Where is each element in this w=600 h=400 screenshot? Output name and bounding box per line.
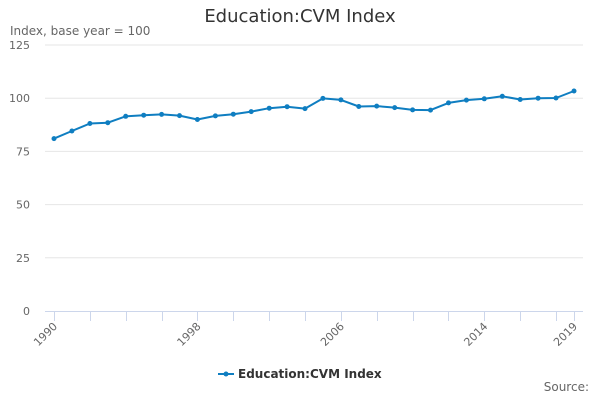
data-point[interactable] xyxy=(338,97,344,103)
data-point[interactable] xyxy=(141,112,147,118)
y-tick-label: 125 xyxy=(9,39,30,52)
source-label: Source: xyxy=(543,380,589,394)
data-point[interactable] xyxy=(177,113,182,119)
data-point[interactable] xyxy=(320,95,326,101)
legend-label: Education:CVM Index xyxy=(238,367,382,381)
data-point[interactable] xyxy=(123,113,129,119)
data-point[interactable] xyxy=(284,104,290,110)
data-point[interactable] xyxy=(499,93,505,99)
x-tick-label: 2014 xyxy=(461,320,490,349)
series-line xyxy=(53,90,575,140)
y-tick-label: 25 xyxy=(16,252,30,265)
data-point[interactable] xyxy=(446,100,451,106)
data-point[interactable] xyxy=(230,111,236,117)
legend-item-education-cvm-index[interactable]: Education:CVM Index xyxy=(218,367,382,381)
data-point[interactable] xyxy=(463,97,469,103)
data-point[interactable] xyxy=(535,95,541,101)
y-tick-label: 0 xyxy=(23,305,30,318)
data-point[interactable] xyxy=(428,107,433,113)
data-point[interactable] xyxy=(356,104,362,109)
y-axis-title: Index, base year = 100 xyxy=(10,24,151,38)
y-tick-label: 100 xyxy=(9,92,30,105)
x-tick-label: 1998 xyxy=(175,320,204,349)
x-tick-label: 2006 xyxy=(318,320,347,349)
legend-marker-icon xyxy=(223,371,229,377)
data-point[interactable] xyxy=(374,103,380,109)
data-point[interactable] xyxy=(248,109,254,115)
data-point[interactable] xyxy=(481,96,487,102)
y-axis-labels: 0 25 50 75 100 125 xyxy=(9,39,30,318)
x-tick-label: 1990 xyxy=(31,320,60,349)
gridlines xyxy=(45,44,583,259)
data-point[interactable] xyxy=(517,97,523,102)
series-education-cvm-index[interactable] xyxy=(51,88,577,142)
data-point[interactable] xyxy=(571,88,577,94)
chart-title: Education:CVM Index xyxy=(204,6,396,27)
data-point[interactable] xyxy=(392,105,398,111)
data-point[interactable] xyxy=(69,128,75,134)
data-point[interactable] xyxy=(105,120,111,126)
data-point[interactable] xyxy=(194,117,200,122)
data-point[interactable] xyxy=(266,105,272,111)
data-point[interactable] xyxy=(87,121,93,126)
x-tick-label: 2019 xyxy=(551,320,580,349)
data-point[interactable] xyxy=(51,136,57,142)
y-tick-label: 75 xyxy=(16,145,30,158)
data-point[interactable] xyxy=(553,95,559,101)
data-point[interactable] xyxy=(410,107,416,113)
data-point[interactable] xyxy=(159,111,165,117)
data-point[interactable] xyxy=(302,106,308,112)
y-tick-label: 50 xyxy=(16,199,30,212)
x-axis: 1990 1998 2006 2014 2019 xyxy=(31,311,583,349)
data-point[interactable] xyxy=(212,113,218,119)
